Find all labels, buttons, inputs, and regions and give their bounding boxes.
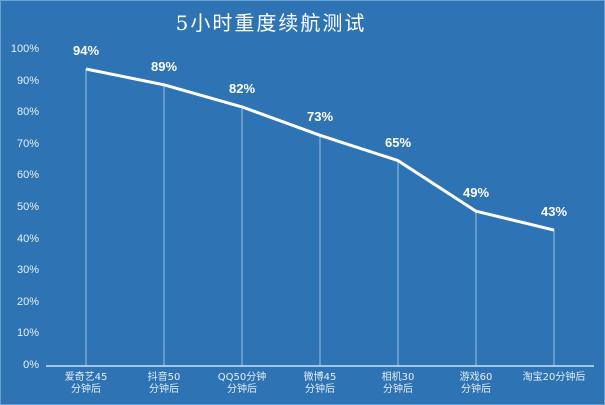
data-label: 65% [384,134,412,150]
y-tick-label: 50% [16,201,39,213]
y-tick-label: 100% [10,43,39,55]
series-line [85,67,555,232]
x-tick-label: QQ50分钟 分钟后 [217,372,267,395]
chart-title: 5小时重度续航测试 [175,11,367,35]
data-label: 89% [150,58,178,74]
y-tick-label: 20% [16,295,39,308]
y-tick-label: 60% [16,169,39,182]
drop-lines [85,68,555,366]
y-tick-label: 70% [16,137,39,150]
y-tick-label: 90% [16,74,39,87]
x-tick-label: 微博45 分钟后 [303,372,337,395]
y-tick-label: 0% [23,359,39,371]
x-tick-label: 抖音50 分钟后 [147,372,181,395]
data-label: 82% [228,80,256,96]
y-tick-label: 80% [16,106,39,119]
x-tick-label: 淘宝20分钟后 [522,372,586,383]
data-label: 94% [72,42,100,58]
data-label: 49% [462,185,490,201]
data-label: 43% [540,204,568,220]
x-tick-label: 相机30 分钟后 [381,372,415,395]
data-label: 73% [306,109,334,125]
x-tick-label: 游戏60 分钟后 [459,372,493,395]
y-tick-label: 30% [16,264,39,277]
y-tick-label: 10% [16,327,39,340]
x-tick-label: 爱奇艺45 分钟后 [64,372,108,395]
y-tick-label: 40% [16,232,39,245]
